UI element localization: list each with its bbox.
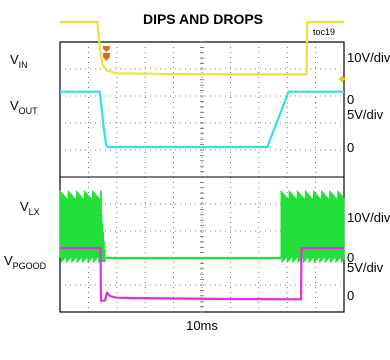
trace-vlx-burst-1 [280, 190, 345, 263]
trigger-level-marker [338, 75, 346, 83]
waveform-traces [59, 20, 345, 302]
trace-vpgood [60, 246, 344, 302]
zero-vout: 0 [347, 140, 354, 155]
label-vlx: VLX [20, 199, 40, 217]
label-vin: VIN [10, 52, 28, 70]
scale-vin: 10V/div [347, 50, 390, 65]
figure-tag: toc19 [313, 27, 335, 37]
label-vout: VOUT [10, 98, 38, 116]
scale-vlx: 10V/div [347, 210, 390, 225]
trace-vlx-tail [101, 214, 106, 262]
zero-vpgood: 0 [347, 288, 354, 303]
zero-vlx: 0 [347, 250, 354, 265]
grid-frame [59, 41, 345, 313]
scale-vpgood: 5V/div [347, 260, 384, 275]
chart-title: DIPS AND DROPS [143, 11, 263, 27]
trigger-marker-top [102, 46, 110, 52]
trigger-marker-bottom [102, 53, 110, 61]
zero-vin: 0 [347, 92, 354, 107]
x-axis-scale: 10ms [186, 318, 218, 333]
scale-vout: 5V/div [347, 107, 384, 122]
trace-vlx-burst-0 [59, 190, 102, 263]
scope-markers [102, 46, 346, 83]
trace-vin [60, 20, 344, 76]
label-vpgood: VPGOOD [4, 253, 47, 271]
trace-vout [60, 90, 344, 149]
